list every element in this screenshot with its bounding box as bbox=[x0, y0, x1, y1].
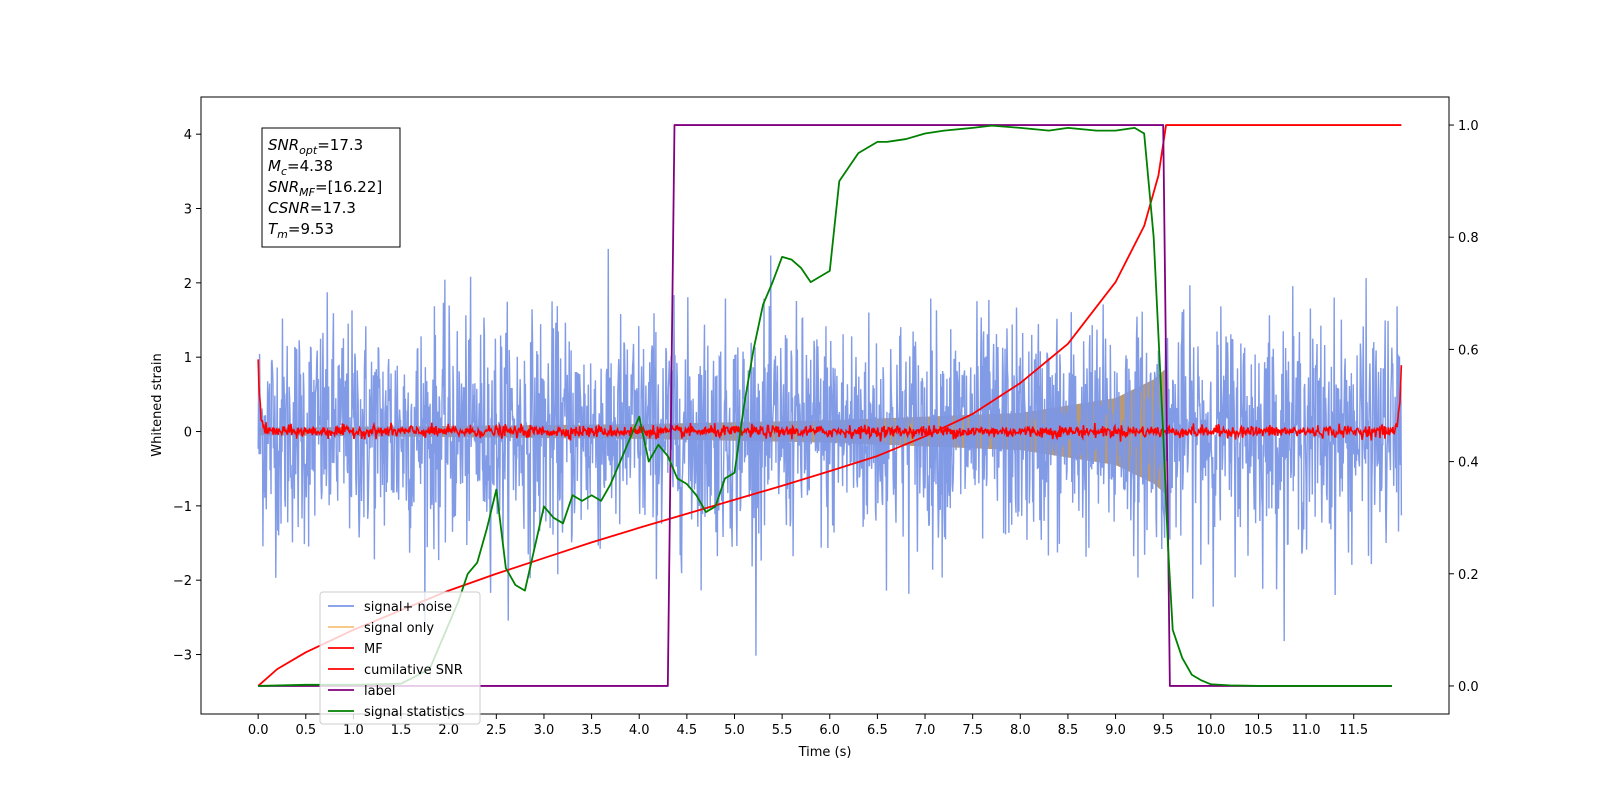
info-box: SNRopt=17.3Mc=4.38SNRMF=[16.22]CSNR=17.3… bbox=[261, 127, 401, 248]
x-tick-label: 5.5 bbox=[772, 723, 793, 738]
signal-noise-line bbox=[257, 248, 1403, 656]
x-tick-label: 10.0 bbox=[1196, 723, 1225, 738]
y-axis-label: Whitened strain bbox=[150, 353, 165, 456]
x-tick-label: 11.5 bbox=[1339, 723, 1368, 738]
legend-label: signal statistics bbox=[364, 705, 465, 720]
x-tick-label: 0.0 bbox=[248, 723, 269, 738]
legend-label: MF bbox=[364, 642, 383, 657]
legend-label: signal+ noise bbox=[364, 600, 452, 615]
x-tick-label: 4.5 bbox=[677, 723, 698, 738]
info-line: SNRMF=[16.22] bbox=[268, 178, 382, 199]
y-tick-label: 0 bbox=[184, 426, 192, 441]
legend-label: cumilative SNR bbox=[364, 663, 463, 678]
y2-tick-label: 0.8 bbox=[1458, 231, 1479, 246]
x-tick-label: 1.0 bbox=[343, 723, 364, 738]
mf-line bbox=[257, 359, 1403, 442]
x-tick-label: 7.0 bbox=[915, 723, 936, 738]
x-tick-label: 6.0 bbox=[819, 723, 840, 738]
y-tick-label: −2 bbox=[173, 574, 192, 589]
y2-tick-label: 1.0 bbox=[1458, 119, 1479, 134]
y-axis-right: 0.0 0.2 0.4 0.6 0.8 1.0 bbox=[1449, 119, 1479, 695]
y-tick-label: −3 bbox=[173, 649, 192, 664]
legend-label: label bbox=[364, 684, 395, 699]
x-axis-label: Time (s) bbox=[798, 745, 852, 760]
y-tick-label: 3 bbox=[184, 203, 192, 218]
x-tick-label: 0.5 bbox=[295, 723, 316, 738]
y-tick-label: 2 bbox=[184, 277, 192, 292]
x-tick-label: 11.0 bbox=[1292, 723, 1321, 738]
y2-tick-label: 0.4 bbox=[1458, 456, 1479, 471]
x-tick-label: 6.5 bbox=[867, 723, 888, 738]
signal-noise-series bbox=[257, 248, 1403, 656]
y2-tick-label: 0.6 bbox=[1458, 343, 1479, 358]
x-tick-label: 1.5 bbox=[391, 723, 412, 738]
y2-tick-label: 0.2 bbox=[1458, 568, 1479, 583]
label-line bbox=[258, 124, 1392, 687]
x-tick-label: 9.0 bbox=[1105, 723, 1126, 738]
info-line: Mc=4.38 bbox=[268, 157, 333, 178]
x-tick-label: 7.5 bbox=[962, 723, 983, 738]
x-tick-label: 2.5 bbox=[486, 723, 507, 738]
info-line: CSNR=17.3 bbox=[268, 199, 356, 217]
x-tick-label: 10.5 bbox=[1244, 723, 1273, 738]
x-tick-label: 4.0 bbox=[629, 723, 650, 738]
x-tick-label: 5.0 bbox=[724, 723, 745, 738]
y-tick-label: −1 bbox=[173, 500, 192, 515]
info-line: Tm=9.53 bbox=[268, 220, 334, 241]
y2-tick-label: 0.0 bbox=[1458, 680, 1479, 695]
info-line: SNRopt=17.3 bbox=[268, 136, 363, 157]
y-tick-label: 1 bbox=[184, 351, 192, 366]
x-tick-label: 9.5 bbox=[1153, 723, 1174, 738]
plot-frame bbox=[200, 96, 1450, 715]
x-tick-label: 8.5 bbox=[1058, 723, 1079, 738]
y-axis-left: −3 −2 −1 0 1 2 3 4 bbox=[173, 128, 201, 664]
y-tick-label: 4 bbox=[184, 128, 192, 143]
x-axis: 0.0 0.5 1.0 1.5 2.0 2.5 3.0 3.5 4.0 4.5 5.0 5.5 6.0 6… bbox=[248, 714, 1368, 738]
legend: signal+ noise signal only MF cumilative SNR… bbox=[319, 591, 481, 725]
signal-statistics-line bbox=[258, 124, 1392, 687]
legend-label: signal only bbox=[364, 621, 434, 636]
mf-series bbox=[257, 359, 1403, 442]
x-tick-label: 2.0 bbox=[438, 723, 459, 738]
x-tick-label: 3.0 bbox=[534, 723, 555, 738]
x-tick-label: 8.0 bbox=[1010, 723, 1031, 738]
x-tick-label: 3.5 bbox=[581, 723, 602, 738]
